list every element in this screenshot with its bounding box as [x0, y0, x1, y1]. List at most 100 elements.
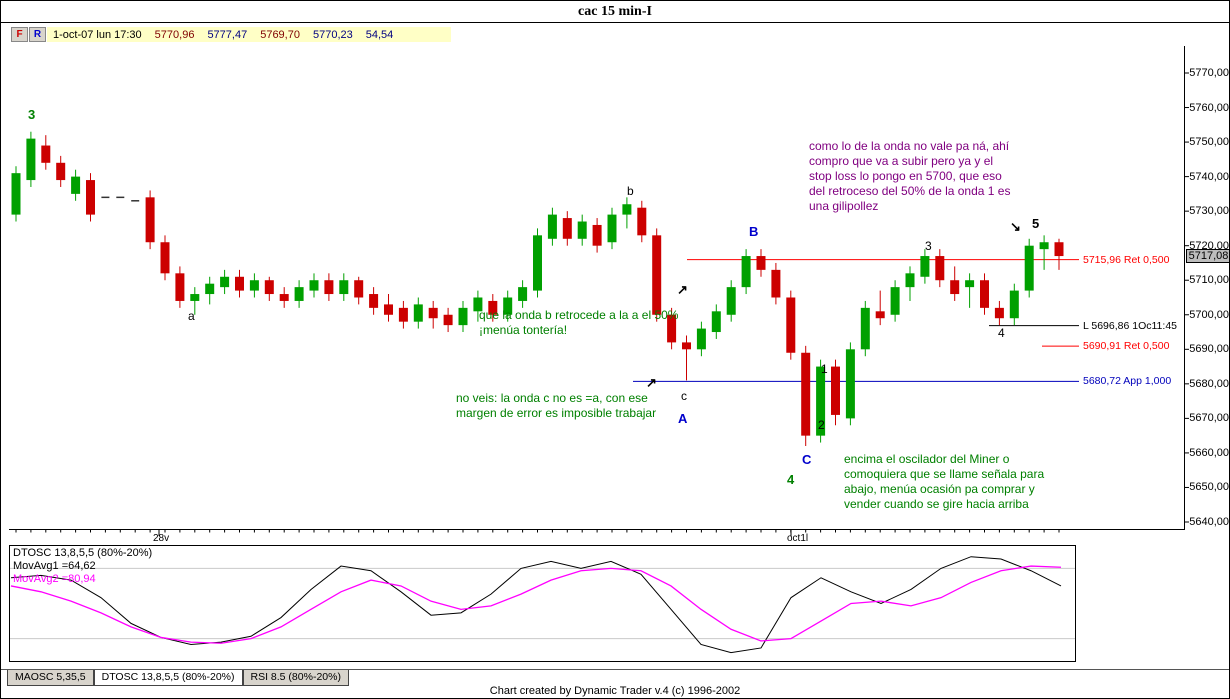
candle-body — [503, 297, 513, 315]
y-axis-label: 5740,00 — [1189, 170, 1229, 183]
candle-body — [950, 280, 960, 295]
y-axis-label: 5710,00 — [1189, 274, 1229, 287]
candle-body — [443, 314, 453, 326]
level-label: 5690,91 Ret 0,500 — [1083, 340, 1170, 353]
quote-values: 5770,96 5777,47 5769,70 5770,23 54,54 — [155, 29, 407, 41]
candle-body — [339, 280, 349, 295]
y-axis-label: 5680,00 — [1189, 377, 1229, 390]
wave-label: C — [802, 452, 812, 467]
level-label: 5680,72 App 1,000 — [1083, 375, 1172, 388]
candle-body — [533, 235, 542, 291]
wave-label: 4 — [787, 472, 795, 487]
quote-strip: 1-oct-07 lun 17:30 5770,96 5777,47 5769,70… — [47, 27, 451, 42]
candle-body — [220, 276, 230, 288]
candle-body — [592, 224, 602, 246]
y-axis-label: 5690,00 — [1189, 343, 1229, 356]
candle-body — [160, 242, 170, 274]
candle-body — [994, 307, 1004, 319]
trend-arrow-icon: ↘ — [1010, 219, 1021, 234]
y-axis-label: 5700,00 — [1189, 308, 1229, 321]
oscillator-legend: DTOSC 13,8,5,5 (80%-20%) MovAvg1 =64,62 … — [13, 547, 152, 586]
candle-body — [264, 280, 274, 295]
candle-body — [473, 297, 483, 312]
candle-body — [562, 218, 572, 239]
wave-label: 3 — [925, 239, 932, 253]
quote-value: 54,54 — [365, 28, 394, 41]
footer-credit: Chart created by Dynamic Trader v.4 (c) … — [489, 685, 741, 697]
candle-body — [860, 307, 870, 350]
candle-body — [637, 207, 647, 236]
indicator-tabs: MAOSC 5,35,5 DTOSC 13,8,5,5 (80%-20%) RSI … — [1, 669, 1229, 687]
wave-label: 2 — [818, 418, 825, 432]
y-axis-label: 5730,00 — [1189, 205, 1229, 218]
wave-label: A — [678, 411, 688, 426]
candle-body — [458, 307, 468, 326]
candle-body — [756, 256, 766, 270]
f-button[interactable]: F — [11, 27, 28, 42]
candle-body — [682, 342, 691, 350]
y-axis-label: 5750,00 — [1189, 136, 1229, 149]
tab-dtosc[interactable]: DTOSC 13,8,5,5 (80%-20%) — [93, 670, 243, 686]
candle-body — [11, 173, 21, 215]
oscillator-legend-movavg1: MovAvg1 =64,62 — [13, 560, 96, 572]
candle-body — [801, 352, 811, 436]
quote-value: 5777,47 — [207, 28, 248, 41]
candle-body — [875, 311, 885, 319]
candle-body — [279, 294, 289, 301]
candle-body — [577, 221, 587, 239]
annotation-note: encima el oscilador del Miner o comoquie… — [844, 452, 1045, 511]
oscillator-curve-movavg2 — [10, 565, 1062, 644]
candle-body — [518, 287, 528, 301]
wave-label: 4 — [998, 326, 1005, 340]
candle-body — [145, 197, 155, 243]
level-label: 5715,96 Ret 0,500 — [1083, 253, 1170, 266]
candle-body — [354, 280, 364, 298]
candle-body — [935, 256, 945, 281]
candle-body — [831, 366, 840, 415]
tab-rsi[interactable]: RSI 8.5 (80%-20%) — [242, 670, 349, 686]
last-price-badge: 5717,08 — [1186, 248, 1229, 263]
candle-body — [1054, 242, 1064, 257]
page-title: cac 15 min-I — [578, 3, 652, 19]
candle-body — [1039, 242, 1049, 250]
oscillator-panel-border — [9, 545, 1076, 662]
candle-body — [384, 304, 393, 315]
wave-label: 5 — [1032, 216, 1040, 231]
candle-body — [294, 287, 304, 301]
x-axis-label: 28v — [153, 533, 170, 544]
candle-body — [413, 304, 423, 322]
candle-body — [428, 307, 438, 319]
oscillator-curve-movavg1 — [10, 556, 1062, 654]
tab-maosc[interactable]: MAOSC 5,35,5 — [7, 670, 94, 686]
r-button[interactable]: R — [29, 27, 46, 42]
annotation-note: que la onda b retrocede a la a el 50% ¡m… — [479, 308, 679, 337]
candle-body — [309, 280, 319, 291]
candle-body — [71, 176, 81, 194]
candle-body — [667, 314, 677, 343]
wave-label: b — [627, 184, 634, 198]
candle-body — [696, 328, 706, 350]
candle-body — [249, 280, 259, 291]
quote-value: 5770,23 — [312, 28, 353, 41]
oscillator-legend-movavg2: MovAvg2 =80,94 — [13, 573, 96, 585]
candle-body — [652, 235, 662, 315]
y-axis-label: 5720,00 — [1189, 239, 1229, 252]
candle-body — [324, 280, 334, 295]
candle-body — [786, 297, 796, 353]
candle-body — [816, 366, 826, 436]
candle-body — [26, 138, 36, 181]
annotation-note: como lo de la onda no vale pa ná, ahí co… — [809, 139, 1011, 213]
candle-body — [726, 287, 736, 315]
wave-label: B — [749, 224, 759, 239]
wave-label: 1 — [821, 362, 828, 376]
candle-body — [235, 276, 244, 291]
candle-body — [488, 300, 498, 315]
quote-value: 5770,96 — [154, 28, 195, 41]
candle-body — [920, 256, 930, 277]
level-label: L 5696,86 1Oc11:45 — [1083, 319, 1177, 332]
infobar: F R 1-oct-07 lun 17:30 5770,96 5777,47 576… — [11, 27, 451, 42]
candle-body — [398, 307, 408, 322]
